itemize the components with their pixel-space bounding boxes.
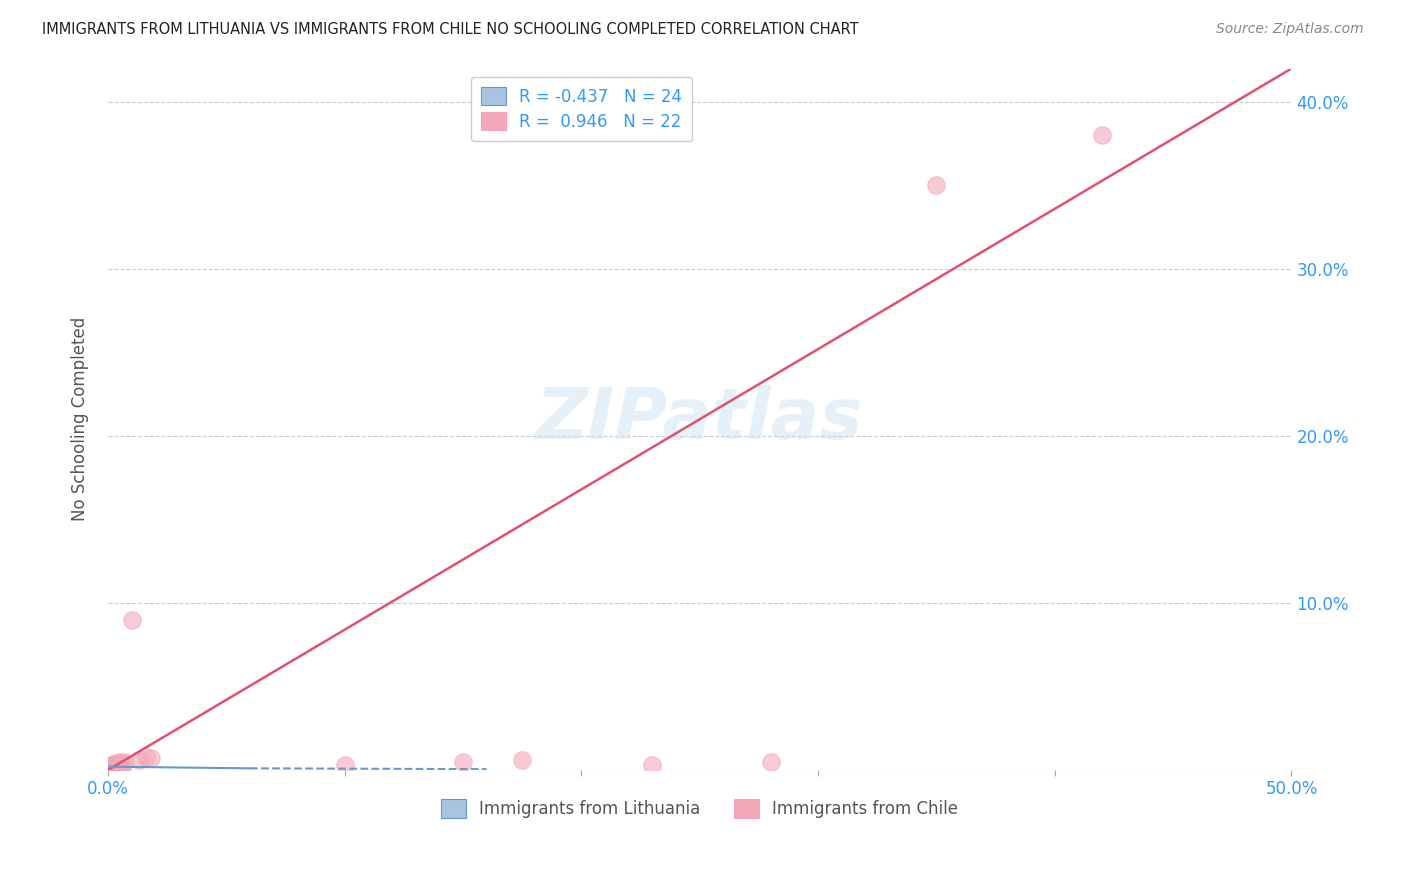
Point <box>97 763 120 777</box>
Point <box>97 758 120 772</box>
Point <box>98 761 121 775</box>
Point <box>1091 128 1114 143</box>
Point <box>135 749 157 764</box>
Point <box>98 761 121 775</box>
Point <box>101 759 124 773</box>
Point <box>97 763 120 777</box>
Point <box>107 759 129 773</box>
Point <box>98 759 121 773</box>
Point <box>451 755 474 769</box>
Point <box>111 756 134 771</box>
Point <box>121 613 143 627</box>
Point <box>97 761 120 775</box>
Text: ZIPatlas: ZIPatlas <box>536 384 863 454</box>
Point <box>104 761 127 775</box>
Point <box>108 755 131 769</box>
Point <box>101 759 124 773</box>
Point <box>925 178 948 193</box>
Point <box>333 758 356 772</box>
Point <box>97 763 120 777</box>
Point <box>104 759 127 773</box>
Point <box>510 753 533 767</box>
Text: IMMIGRANTS FROM LITHUANIA VS IMMIGRANTS FROM CHILE NO SCHOOLING COMPLETED CORREL: IMMIGRANTS FROM LITHUANIA VS IMMIGRANTS … <box>42 22 859 37</box>
Point <box>101 758 124 772</box>
Point <box>641 758 664 772</box>
Point <box>114 755 136 769</box>
Point <box>98 759 121 773</box>
Point <box>104 756 127 771</box>
Point <box>97 761 120 775</box>
Point <box>98 759 121 773</box>
Point <box>97 761 120 775</box>
Y-axis label: No Schooling Completed: No Schooling Completed <box>72 318 89 522</box>
Text: Source: ZipAtlas.com: Source: ZipAtlas.com <box>1216 22 1364 37</box>
Point <box>97 759 120 773</box>
Point <box>97 759 120 773</box>
Point <box>101 761 124 775</box>
Point <box>107 758 129 772</box>
Point <box>759 755 782 769</box>
Point <box>97 761 120 775</box>
Point <box>97 763 120 777</box>
Point <box>97 761 120 775</box>
Point <box>98 758 121 772</box>
Point <box>128 753 150 767</box>
Point <box>97 763 120 777</box>
Point <box>97 759 120 773</box>
Legend: Immigrants from Lithuania, Immigrants from Chile: Immigrants from Lithuania, Immigrants fr… <box>434 793 965 825</box>
Point <box>108 761 131 775</box>
Point <box>139 751 162 765</box>
Point <box>111 761 134 775</box>
Point <box>101 758 124 772</box>
